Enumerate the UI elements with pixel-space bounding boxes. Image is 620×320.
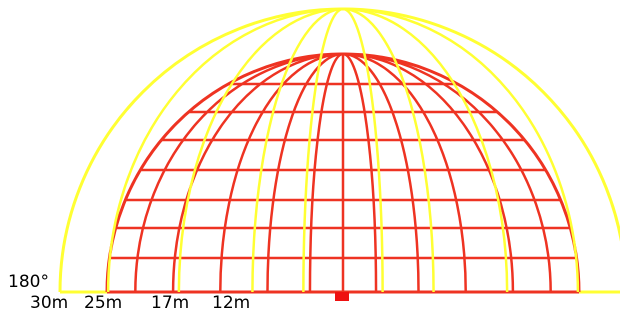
outer-meridian-right-1 (342, 7, 509, 293)
inner-outline (105, 52, 581, 293)
inner-red-grid (105, 52, 581, 294)
meridian-left-4 (134, 52, 344, 293)
meridian-right-2 (342, 52, 467, 293)
outer-meridian-right-2 (342, 7, 435, 293)
meridian-right-1 (342, 52, 420, 293)
outer-yellow-arcs (58, 7, 620, 294)
outer-arc (58, 7, 620, 293)
meridian-right-3 (342, 52, 515, 293)
range-label-12m: 12m (212, 293, 251, 313)
meridian-right-0 (342, 52, 378, 293)
outer-meridian-right-3 (342, 7, 384, 293)
outer-meridian-left-3 (302, 7, 344, 293)
meridian-left-0 (308, 52, 344, 293)
outer-meridian-left-0 (106, 7, 344, 293)
range-label-17m: 17m (151, 293, 190, 313)
angle-label: 180° (8, 272, 49, 292)
origin-marker (335, 292, 349, 301)
meridian-right-4 (342, 52, 552, 293)
outer-meridian-right-0 (342, 7, 580, 293)
meridian-left-3 (171, 52, 344, 293)
meridian-left-1 (266, 52, 344, 293)
meridian-left-2 (219, 52, 344, 293)
outer-meridian-left-1 (177, 7, 344, 293)
range-label-25m: 25m (84, 293, 123, 313)
range-label-30m: 30m (30, 293, 69, 313)
outer-meridian-left-2 (251, 7, 344, 293)
outer-yellow-meridians (106, 7, 580, 293)
